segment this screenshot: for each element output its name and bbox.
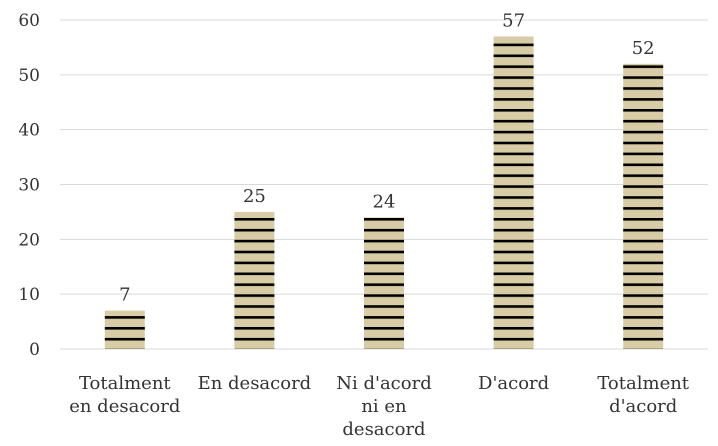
bar	[104, 310, 145, 349]
bar	[364, 217, 404, 349]
bar	[623, 63, 664, 349]
data-label: 24	[373, 191, 396, 212]
category-label: D'acord	[478, 373, 549, 394]
y-tick-label: 40	[18, 121, 40, 141]
bar	[493, 36, 534, 349]
bars	[104, 36, 664, 349]
y-tick-label: 20	[18, 230, 40, 250]
category-label: Totalment d'acord	[597, 373, 689, 417]
data-labels: 7 25 24 57 52	[119, 10, 655, 305]
category-label: Totalment en desacord	[69, 373, 180, 417]
data-label: 57	[502, 10, 525, 31]
data-label: 52	[632, 38, 655, 59]
category-label: Ni d'acord ni en desacord	[336, 373, 431, 440]
y-tick-label: 50	[18, 66, 40, 86]
bar	[234, 211, 275, 349]
y-tick-label: 60	[18, 11, 40, 31]
category-label: En desacord	[198, 373, 312, 394]
y-axis-tick-labels: 0 10 20 30 40 50 60	[18, 11, 40, 360]
data-label: 25	[243, 186, 266, 207]
y-tick-label: 10	[18, 285, 40, 305]
data-label: 7	[119, 285, 130, 306]
category-labels: Totalment en desacord En desacord Ni d'acor…	[69, 373, 690, 440]
y-tick-label: 0	[29, 340, 40, 360]
y-tick-label: 30	[18, 176, 40, 196]
